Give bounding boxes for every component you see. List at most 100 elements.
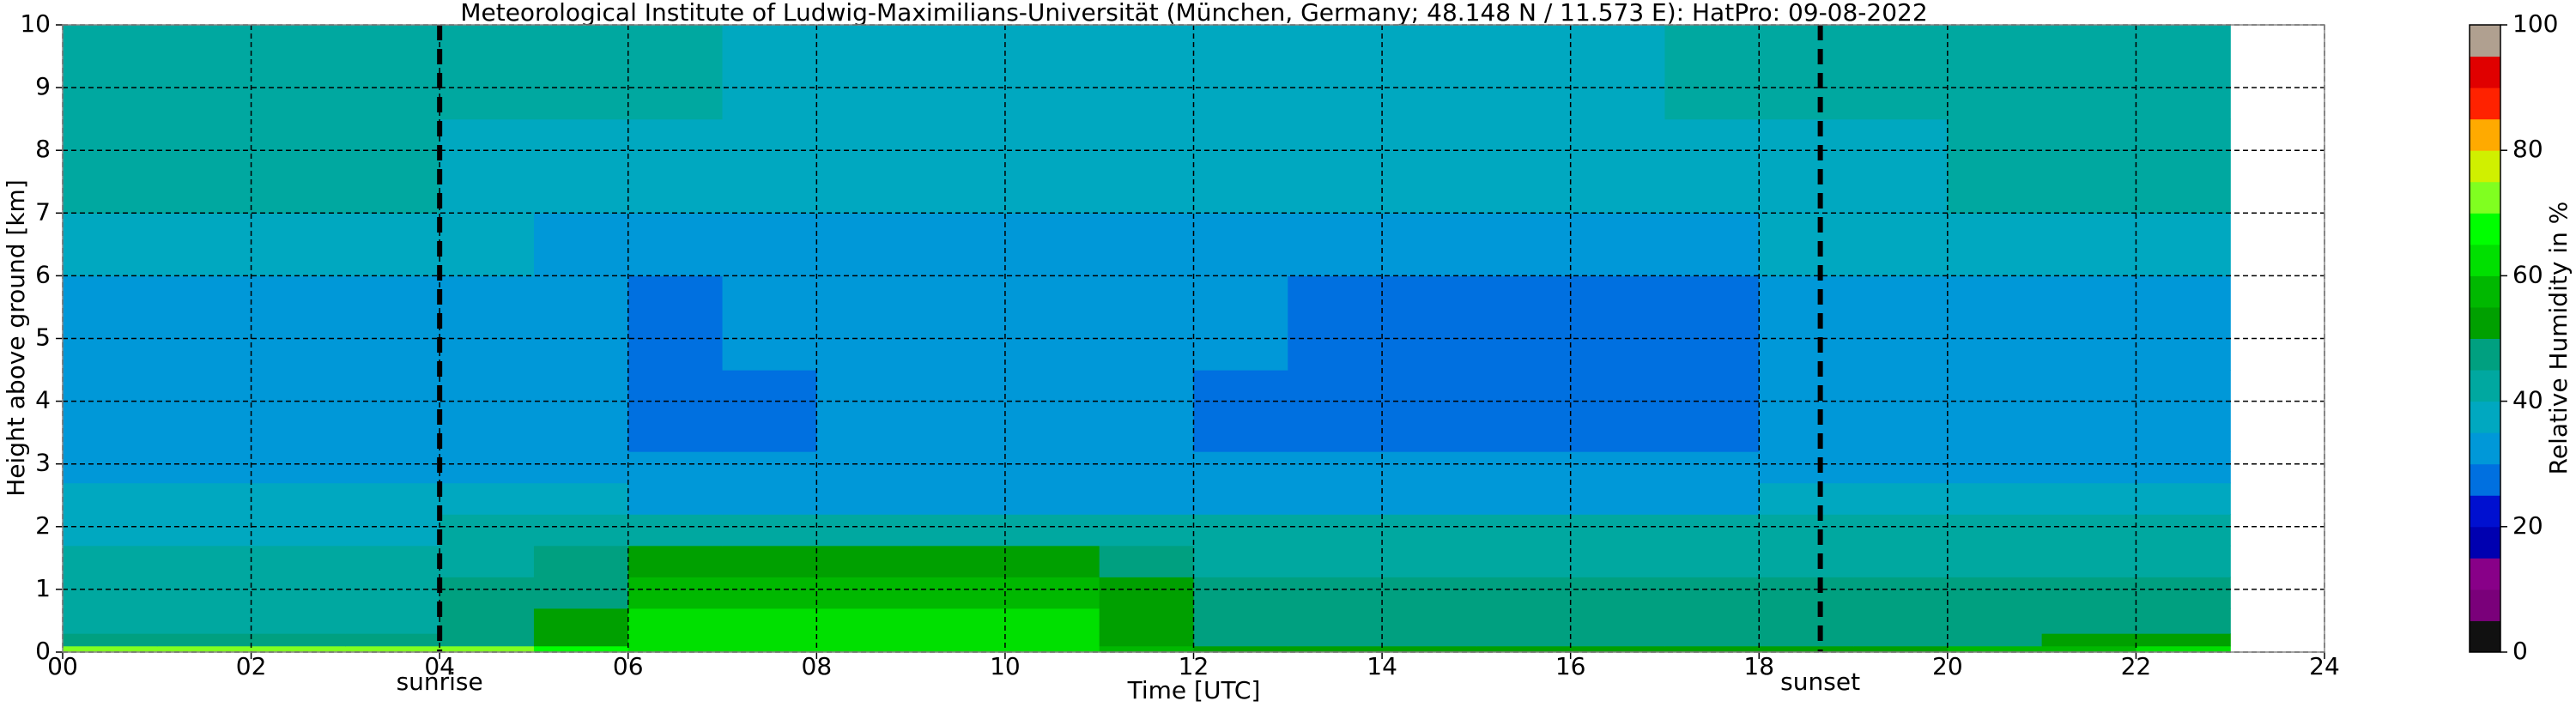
heatmap-cell <box>1947 645 2043 653</box>
heatmap-cell <box>1664 451 1760 484</box>
heatmap-cell <box>911 607 1006 634</box>
heatmap-cell <box>345 607 440 634</box>
heatmap-cell <box>1382 275 1477 371</box>
heatmap-cell <box>345 645 440 653</box>
heatmap-cell <box>627 645 724 653</box>
heatmap-cell <box>1570 577 1666 609</box>
heatmap-cell <box>1288 275 1383 371</box>
heatmap-cell <box>1947 451 2043 484</box>
heatmap-cell <box>2136 25 2231 120</box>
chart-title: Meteorological Institute of Ludwig-Maxim… <box>460 0 1927 27</box>
heatmap-cell <box>2041 545 2137 577</box>
heatmap-cell <box>1853 213 1949 276</box>
y-axis-label: Height above ground [km] <box>2 179 30 497</box>
heatmap-cell <box>251 213 346 276</box>
x-tick-label: 22 <box>2121 652 2152 680</box>
y-tick-label: 6 <box>35 260 51 288</box>
heatmap-cell <box>722 633 817 647</box>
heatmap-cell <box>1099 451 1195 484</box>
heatmap-cell <box>251 25 346 120</box>
heatmap-cell <box>1759 25 1854 120</box>
heatmap-cell <box>156 514 252 547</box>
heatmap-cell <box>533 118 629 214</box>
heatmap-cell <box>63 25 158 120</box>
heatmap-cell <box>1947 370 2043 452</box>
colorbar-tick-label: 20 <box>2512 511 2543 540</box>
heatmap-cell <box>2041 370 2137 452</box>
x-tick-label: 20 <box>1932 652 1963 680</box>
heatmap-cell <box>251 633 346 647</box>
heatmap-cell <box>439 118 535 214</box>
heatmap-cell <box>156 118 252 214</box>
heatmap-cell <box>1382 645 1477 653</box>
heatmap-cell <box>251 545 346 577</box>
heatmap-cell <box>1570 545 1666 577</box>
heatmap-cell <box>1664 118 1760 214</box>
heatmap-cell <box>63 118 158 214</box>
heatmap-cell <box>533 514 629 547</box>
heatmap-cell <box>1947 213 2043 276</box>
heatmap-cell <box>533 213 629 276</box>
x-tick-label: 00 <box>47 652 78 680</box>
heatmap-cell <box>627 25 724 120</box>
heatmap-cell <box>2041 577 2137 609</box>
heatmap-cell <box>156 577 252 609</box>
heatmap-cell <box>1288 514 1383 547</box>
heatmap-cell <box>1288 607 1383 634</box>
heatmap-cell <box>1853 25 1949 120</box>
y-tick-label: 4 <box>35 386 51 414</box>
colorbar-segment <box>2470 118 2500 151</box>
heatmap-cell <box>2136 275 2231 371</box>
heatmap-cell <box>533 25 629 120</box>
heatmap-cell <box>1664 577 1760 609</box>
heatmap-cell <box>911 118 1006 214</box>
heatmap-cell <box>439 645 535 653</box>
heatmap-cell <box>1099 577 1195 609</box>
heatmap-cell <box>1099 645 1195 653</box>
heatmap-cell <box>63 633 158 647</box>
heatmap-cell <box>156 645 252 653</box>
heatmap-cell <box>1947 607 2043 634</box>
heatmap-cell <box>251 275 346 371</box>
heatmap-cell <box>1288 25 1383 120</box>
heatmap-cell <box>1193 213 1288 276</box>
heatmap-cell <box>1193 482 1288 515</box>
heatmap-cell <box>1570 25 1666 120</box>
heatmap-cell <box>345 451 440 484</box>
heatmap-cell <box>1476 370 1572 452</box>
heatmap-cell <box>1853 633 1949 647</box>
colorbar-segment <box>2470 370 2500 402</box>
heatmap-cell <box>1099 514 1195 547</box>
heatmap-cell <box>1193 645 1288 653</box>
heatmap-cell <box>1759 118 1854 214</box>
heatmap-cell <box>816 514 912 547</box>
heatmap-cell <box>1382 482 1477 515</box>
heatmap-cell <box>439 275 535 371</box>
colorbar-segment <box>2470 244 2500 276</box>
heatmap-cell <box>2041 451 2137 484</box>
heatmap-cell <box>722 482 817 515</box>
heatmap-cell <box>1664 275 1760 371</box>
heatmap-cell <box>533 482 629 515</box>
heatmap-cell <box>627 275 724 371</box>
heatmap-cell <box>722 275 817 371</box>
heatmap-cell <box>345 118 440 214</box>
heatmap-cell <box>1004 514 1100 547</box>
heatmap-cell <box>1853 370 1949 452</box>
colorbar-segment <box>2470 620 2500 653</box>
heatmap-cell <box>816 275 912 371</box>
heatmap-cell <box>63 577 158 609</box>
heatmap-cell <box>1476 633 1572 647</box>
heatmap-cell <box>1476 482 1572 515</box>
heatmap-cell <box>439 633 535 647</box>
heatmap-cell <box>1570 514 1666 547</box>
heatmap-cell <box>627 482 724 515</box>
heatmap-cell <box>1004 118 1100 214</box>
heatmap-cell <box>1570 275 1666 371</box>
heatmap-cell <box>627 607 724 634</box>
heatmap-cell <box>1382 451 1477 484</box>
heatmap-cell <box>156 545 252 577</box>
colorbar-segment <box>2470 88 2500 120</box>
heatmap-cell <box>63 370 158 452</box>
heatmap-cell <box>1570 118 1666 214</box>
